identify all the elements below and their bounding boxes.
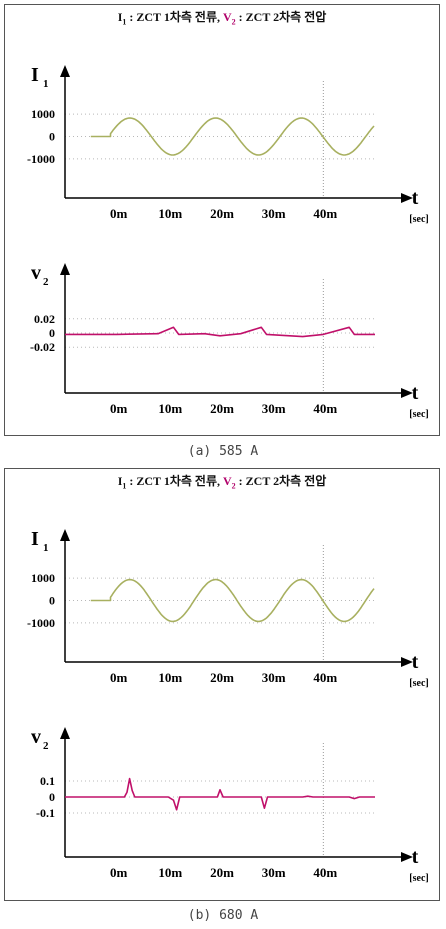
caption-a: (a) 585 A (187, 444, 259, 459)
y-axis-label-sub: 1 (43, 542, 49, 554)
x-tick-label: 10m (158, 670, 182, 685)
y-tick-label: 1000 (31, 571, 55, 585)
panel-b: I1 : ZCT 1차측 전류, V2 : ZCT 2차측 전압 I 1 1000 0… (4, 468, 440, 901)
data-line-V2 (65, 326, 375, 338)
y-tick-label: -1000 (27, 152, 55, 166)
y-tick-label: -0.1 (36, 806, 55, 820)
y-axis-label: I (31, 528, 39, 550)
data-line-I1 (90, 117, 375, 156)
x-tick-label: 0m (110, 401, 128, 416)
y-axis-label-sub: 2 (43, 276, 49, 288)
chart-svg-b: I 1 1000 0 -1000 0m 10m 20m 30m 40m t [sec] v 2 0.1 0 -0… (27, 528, 429, 884)
x-axis-label: t (412, 382, 419, 404)
x-axis-arrow (401, 852, 413, 862)
x-tick-label: 0m (110, 670, 128, 685)
y-axis-arrow (60, 65, 70, 77)
caption-b: (b) 680 A (187, 908, 259, 923)
y-tick-label: 1000 (31, 107, 55, 121)
y-axis-label: v (31, 726, 41, 748)
x-tick-label: 20m (210, 670, 234, 685)
y-axis-label-sub: 1 (43, 78, 49, 90)
x-axis-unit: [sec] (409, 409, 428, 420)
x-tick-label: 30m (262, 670, 286, 685)
y-tick-label: 0 (49, 326, 55, 340)
x-tick-label: 10m (158, 206, 182, 221)
y-tick-label: 0.1 (40, 774, 55, 788)
y-axis-label: I (31, 64, 39, 86)
x-axis-label: t (412, 846, 419, 868)
y-tick-label: 0 (49, 130, 55, 144)
x-tick-label: 30m (262, 865, 286, 880)
x-axis-unit: [sec] (409, 678, 428, 689)
data-line-I1 (90, 578, 375, 623)
y-tick-label: 0 (49, 594, 55, 608)
x-tick-label: 40m (313, 401, 337, 416)
panel-a: I1 : ZCT 1차측 전류, V2 : ZCT 2차측 전압 I 1 1000 0… (4, 4, 440, 436)
x-tick-label: 40m (313, 670, 337, 685)
y-axis-label: v (31, 262, 41, 284)
data-line-V2 (65, 777, 375, 811)
x-axis-arrow (401, 657, 413, 667)
x-tick-label: 0m (110, 206, 128, 221)
y-tick-label: -1000 (27, 616, 55, 630)
x-tick-label: 10m (158, 401, 182, 416)
x-tick-label: 20m (210, 206, 234, 221)
y-axis-arrow (60, 727, 70, 739)
y-tick-label: 0 (49, 790, 55, 804)
panel-title: I1 : ZCT 1차측 전류, V2 : ZCT 2차측 전압 (117, 474, 327, 491)
x-tick-label: 20m (210, 401, 234, 416)
panel-title: I1 : ZCT 1차측 전류, V2 : ZCT 2차측 전압 (117, 10, 327, 27)
x-tick-label: 10m (158, 865, 182, 880)
y-tick-label: 0.02 (34, 312, 55, 326)
y-tick-label: -0.02 (30, 340, 55, 354)
x-axis-unit: [sec] (409, 873, 428, 884)
x-axis-arrow (401, 388, 413, 398)
x-axis-label: t (412, 651, 419, 673)
y-axis-arrow (60, 529, 70, 541)
x-tick-label: 30m (262, 401, 286, 416)
y-axis-arrow (60, 263, 70, 275)
x-tick-label: 30m (262, 206, 286, 221)
x-axis-arrow (401, 193, 413, 203)
x-axis-label: t (412, 187, 419, 209)
x-tick-label: 0m (110, 865, 128, 880)
y-axis-label-sub: 2 (43, 740, 49, 752)
x-axis-unit: [sec] (409, 214, 428, 225)
x-tick-label: 40m (313, 865, 337, 880)
x-tick-label: 20m (210, 865, 234, 880)
x-tick-label: 40m (313, 206, 337, 221)
